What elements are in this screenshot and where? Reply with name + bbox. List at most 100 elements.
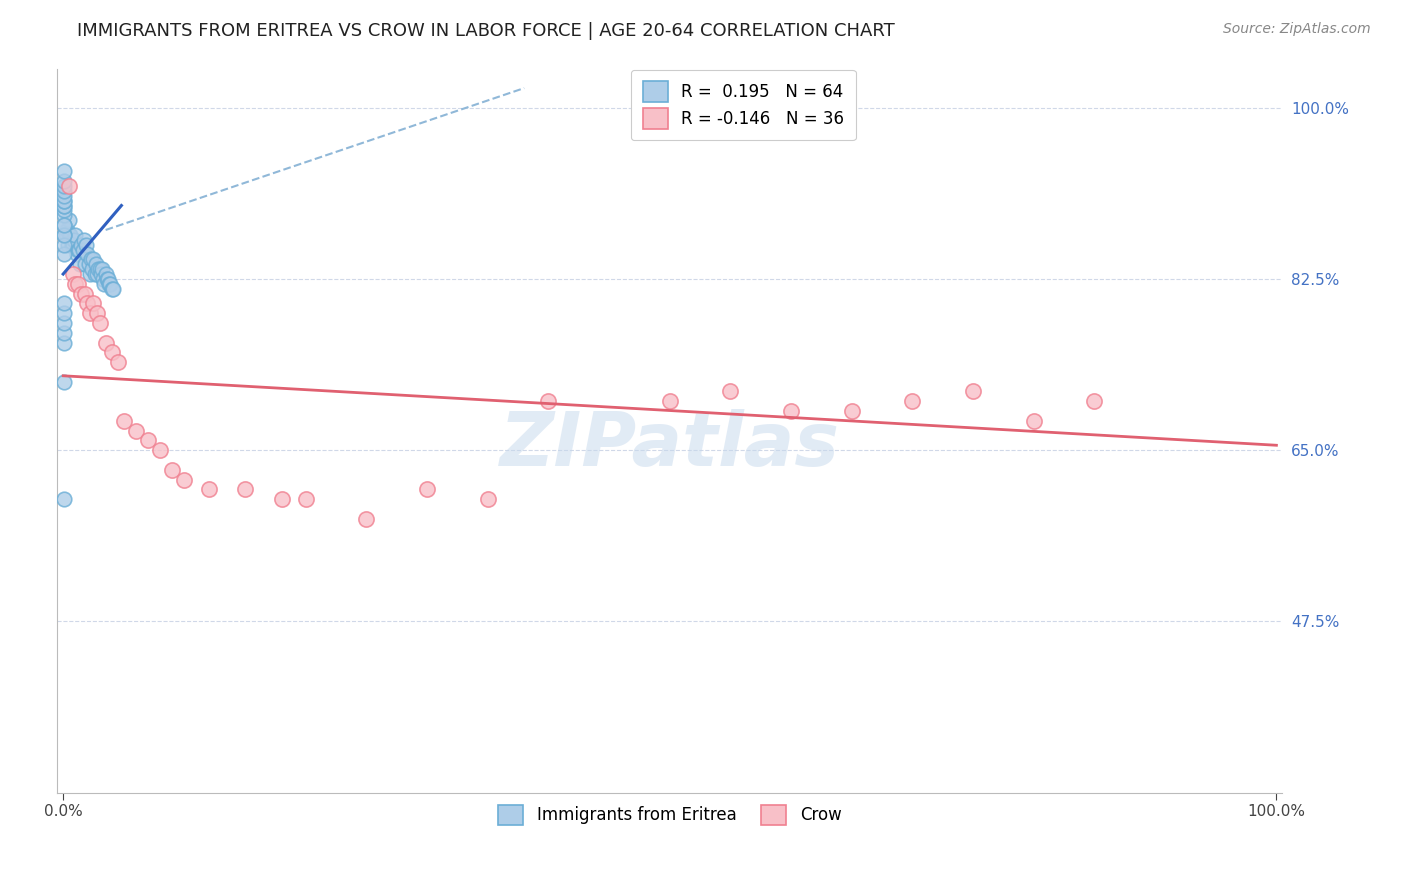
Point <box>72 243 94 257</box>
Point <box>86 267 108 281</box>
Point <box>780 404 803 418</box>
Point <box>73 257 96 271</box>
Point <box>66 243 89 257</box>
Point <box>125 424 148 438</box>
Point <box>53 174 76 188</box>
Point <box>79 306 101 320</box>
Point <box>66 277 89 291</box>
Point <box>100 277 122 291</box>
Point <box>58 178 80 193</box>
Point <box>94 335 117 350</box>
Point <box>97 272 120 286</box>
Point <box>79 267 101 281</box>
Point <box>53 326 76 340</box>
Point <box>270 492 292 507</box>
Point <box>356 511 378 525</box>
Point <box>53 296 76 310</box>
Point <box>62 267 84 281</box>
Point <box>53 208 76 222</box>
Point <box>53 198 76 212</box>
Point <box>96 272 118 286</box>
Point <box>53 184 76 198</box>
Point <box>89 316 111 330</box>
Point <box>53 164 76 178</box>
Point <box>101 282 124 296</box>
Point <box>90 267 112 281</box>
Point <box>53 198 76 212</box>
Point <box>53 247 76 261</box>
Point <box>65 247 87 261</box>
Point <box>73 233 96 247</box>
Point <box>63 233 86 247</box>
Point <box>962 384 984 399</box>
Point <box>70 237 93 252</box>
Point <box>136 434 159 448</box>
Point <box>1083 394 1105 409</box>
Point <box>107 355 129 369</box>
Point <box>76 247 98 261</box>
Legend: Immigrants from Eritrea, Crow: Immigrants from Eritrea, Crow <box>488 795 852 835</box>
Point <box>83 267 105 281</box>
Point <box>89 262 111 277</box>
Point <box>77 257 100 271</box>
Point <box>82 262 104 277</box>
Point <box>69 257 91 271</box>
Text: IMMIGRANTS FROM ERITREA VS CROW IN LABOR FORCE | AGE 20-64 CORRELATION CHART: IMMIGRANTS FROM ERITREA VS CROW IN LABOR… <box>77 22 896 40</box>
Point <box>70 286 93 301</box>
Point <box>100 345 122 359</box>
Point <box>59 227 82 242</box>
Point <box>658 394 681 409</box>
Text: Source: ZipAtlas.com: Source: ZipAtlas.com <box>1223 22 1371 37</box>
Point <box>55 227 77 242</box>
Point <box>53 492 76 507</box>
Point <box>112 414 135 428</box>
Point <box>93 277 115 291</box>
Point <box>56 223 79 237</box>
Point <box>173 473 195 487</box>
Point <box>149 443 172 458</box>
Point <box>53 188 76 202</box>
Point <box>62 237 84 252</box>
Point <box>53 194 76 208</box>
Point <box>80 252 103 267</box>
Point <box>53 178 76 193</box>
Point <box>65 227 87 242</box>
Point <box>82 296 104 310</box>
Point <box>720 384 742 399</box>
Point <box>841 404 863 418</box>
Point <box>162 463 184 477</box>
Point <box>87 262 110 277</box>
Point <box>98 277 121 291</box>
Point <box>76 296 98 310</box>
Point <box>65 277 87 291</box>
Point <box>197 483 219 497</box>
Point <box>60 237 83 252</box>
Point <box>94 267 117 281</box>
Point <box>53 203 76 218</box>
Point <box>91 272 114 286</box>
Point <box>86 306 108 320</box>
Point <box>1022 414 1045 428</box>
Point <box>53 335 76 350</box>
Point <box>91 262 114 277</box>
Point <box>53 194 76 208</box>
Point <box>53 316 76 330</box>
Point <box>73 286 96 301</box>
Point <box>537 394 560 409</box>
Point <box>67 243 90 257</box>
Point <box>901 394 924 409</box>
Point <box>82 252 104 267</box>
Point <box>75 237 97 252</box>
Point <box>56 237 79 252</box>
Point <box>53 227 76 242</box>
Point <box>53 227 76 242</box>
Point <box>84 257 107 271</box>
Point <box>53 375 76 389</box>
Point <box>53 218 76 232</box>
Point <box>477 492 499 507</box>
Point <box>53 218 76 232</box>
Point <box>233 483 256 497</box>
Point <box>100 282 122 296</box>
Point <box>53 306 76 320</box>
Point <box>53 237 76 252</box>
